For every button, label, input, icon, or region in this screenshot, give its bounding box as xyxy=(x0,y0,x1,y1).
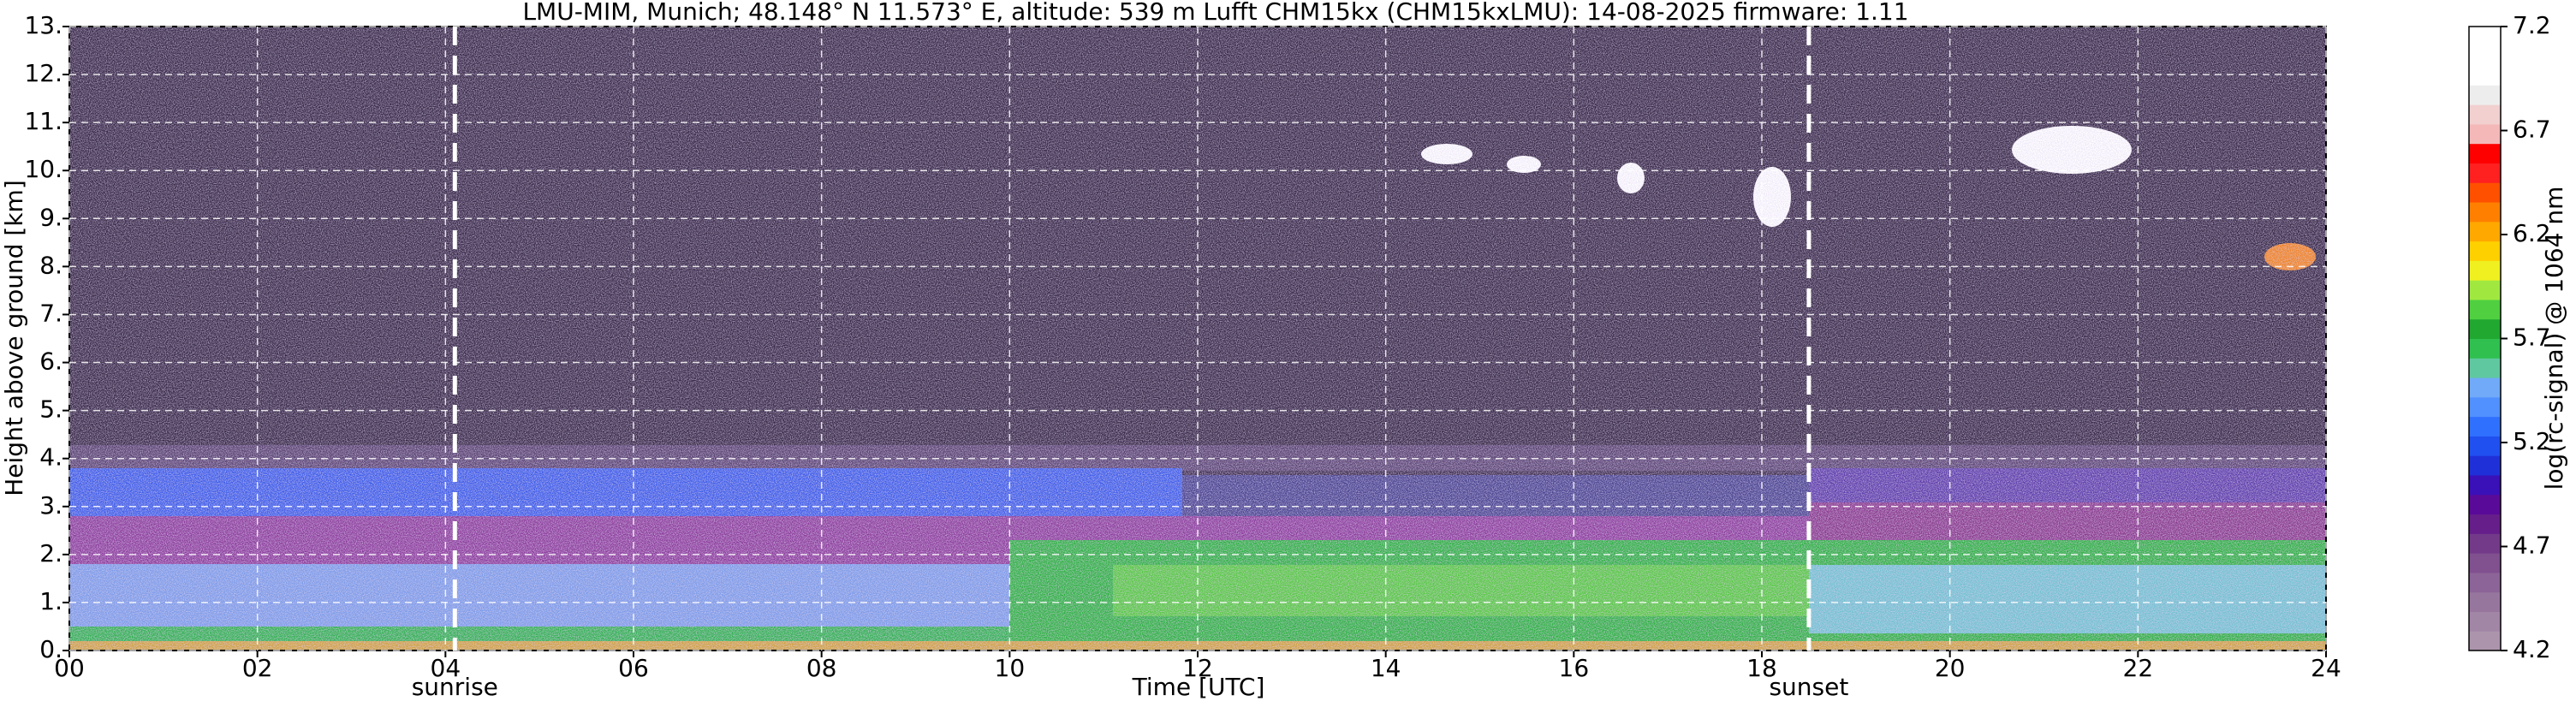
colorbar-tick-label: 4.7 xyxy=(2513,532,2551,560)
y-tick-label: 10. xyxy=(24,155,62,183)
y-tick-label: 2. xyxy=(39,539,62,567)
colorbar-segment xyxy=(2469,182,2501,203)
colorbar-segment xyxy=(2469,123,2501,145)
x-tick-label: 18 xyxy=(1746,654,1777,682)
colorbar-segment xyxy=(2469,104,2501,125)
colorbar-segment xyxy=(2469,494,2501,515)
colorbar-tick-label: 7.2 xyxy=(2513,11,2551,39)
y-axis-label: Height above ground [km] xyxy=(0,180,28,496)
x-tick-label: 22 xyxy=(2123,654,2154,682)
y-tick-label: 7. xyxy=(39,299,62,327)
colorbar-tick-label: 6.7 xyxy=(2513,116,2551,144)
chart-title: LMU-MIM, Munich; 48.148° N 11.573° E, al… xyxy=(522,0,1908,26)
colorbar-segment xyxy=(2469,631,2501,651)
x-tick-label: 12 xyxy=(1182,654,1213,682)
colorbar-segment xyxy=(2469,299,2501,320)
y-tick-label: 11. xyxy=(24,107,62,135)
colorbar-tick-label: 5.7 xyxy=(2513,324,2551,352)
colorbar-segment xyxy=(2469,436,2501,456)
colorbar-segment xyxy=(2469,533,2501,554)
x-tick-label: 02 xyxy=(242,654,273,682)
x-tick-label: 14 xyxy=(1371,654,1401,682)
x-tick-label: 04 xyxy=(431,654,461,682)
x-axis-label: Time [UTC] xyxy=(1132,673,1265,701)
colorbar-segment xyxy=(2469,163,2501,183)
colorbar-segment xyxy=(2469,553,2501,573)
x-tick-label: 24 xyxy=(2311,654,2341,682)
annotation-label: sunset xyxy=(1769,673,1848,701)
y-tick-label: 8. xyxy=(39,251,62,279)
colorbar-tick-label: 6.2 xyxy=(2513,219,2551,247)
y-tick-label: 1. xyxy=(39,587,62,615)
x-tick-label: 10 xyxy=(995,654,1026,682)
colorbar-segment xyxy=(2469,377,2501,398)
colorbar-segment xyxy=(2469,358,2501,378)
colorbar-segment xyxy=(2469,280,2501,300)
colorbar-segment xyxy=(2469,318,2501,339)
x-tick-label: 00 xyxy=(54,654,85,682)
x-tick-label: 08 xyxy=(806,654,837,682)
y-tick-label: 3. xyxy=(39,491,62,520)
x-tick-label: 16 xyxy=(1559,654,1590,682)
colorbar-segment xyxy=(2469,260,2501,281)
x-tick-label: 06 xyxy=(618,654,649,682)
colorbar-segment xyxy=(2469,396,2501,418)
colorbar-segment xyxy=(2469,65,2501,86)
y-tick-label: 6. xyxy=(39,348,62,376)
x-tick-label: 20 xyxy=(1935,654,1966,682)
colorbar-segment xyxy=(2469,338,2501,359)
y-tick-label: 12. xyxy=(24,59,62,87)
colorbar-segment xyxy=(2469,85,2501,105)
colorbar-tick-label: 4.2 xyxy=(2513,635,2551,663)
colorbar-segment xyxy=(2469,143,2501,163)
y-tick-label: 4. xyxy=(39,443,62,472)
colorbar-segment xyxy=(2469,416,2501,437)
colorbar-segment xyxy=(2469,572,2501,593)
y-tick-label: 9. xyxy=(39,203,62,231)
colorbar-segment xyxy=(2469,221,2501,242)
colorbar-segment xyxy=(2469,202,2501,223)
annotation-label: sunrise xyxy=(412,673,498,701)
colorbar-segment xyxy=(2469,455,2501,476)
y-tick-label: 5. xyxy=(39,395,62,424)
colorbar-segment xyxy=(2469,514,2501,534)
colorbar-segment xyxy=(2469,591,2501,612)
colorbar-segment xyxy=(2469,611,2501,632)
y-tick-label: 13. xyxy=(24,11,62,39)
y-tick-label: 0. xyxy=(39,635,62,663)
colorbar-segment xyxy=(2469,27,2501,47)
colorbar-label: log(rc-signal) @ 1064 nm xyxy=(2540,187,2568,490)
colorbar-tick-label: 5.2 xyxy=(2513,427,2551,455)
colorbar-segment xyxy=(2469,45,2501,67)
colorbar-segment xyxy=(2469,474,2501,496)
colorbar-segment xyxy=(2469,241,2501,261)
